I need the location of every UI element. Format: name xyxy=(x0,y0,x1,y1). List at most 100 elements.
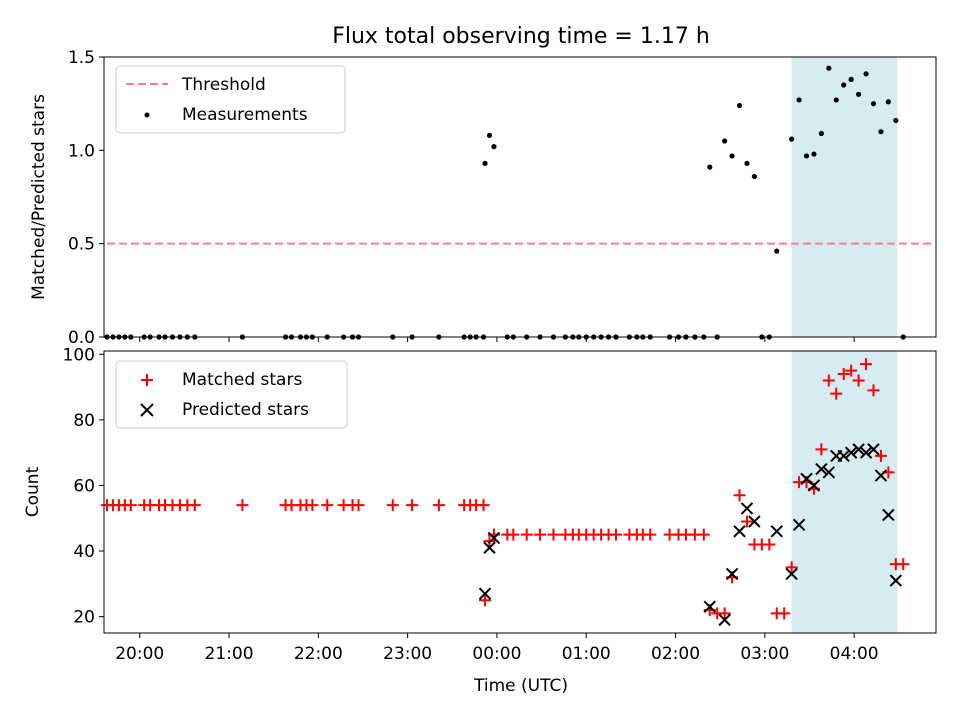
bottom-marks xyxy=(100,358,910,627)
predicted-star-point xyxy=(770,525,783,538)
measurement-point xyxy=(856,91,862,97)
predicted-star-point xyxy=(882,508,895,522)
y-tick-label: 1.5 xyxy=(68,48,95,68)
bottom-legend: Matched stars Predicted stars xyxy=(115,360,348,429)
matched-star-point xyxy=(236,499,249,512)
measurement-point xyxy=(486,132,493,138)
bottom-legend-box xyxy=(115,360,348,429)
x-tick-label: 01:00 xyxy=(562,644,611,664)
shaded-span xyxy=(791,351,898,633)
legend-matched-swatch xyxy=(141,374,153,386)
predicted-star-point xyxy=(852,443,865,456)
measurement-point xyxy=(789,136,795,142)
predicted-star-point xyxy=(725,567,739,581)
predicted-star-point xyxy=(740,502,754,515)
x-tick-label: 20:00 xyxy=(115,644,164,664)
bottom-y-axis-label: Count xyxy=(23,466,43,517)
predicted-star-point xyxy=(703,600,716,613)
predicted-star-point xyxy=(718,613,731,627)
matched-star-point xyxy=(763,538,776,551)
predicted-star-point xyxy=(844,446,858,459)
measurement-point xyxy=(722,138,728,144)
predicted-star-point xyxy=(874,469,888,482)
bottom-panel: 20 40 60 80 100 20:00 21:00 22:00 23:00 00:00 01:… xyxy=(23,345,937,696)
matched-star-point xyxy=(815,443,828,456)
matched-star-point xyxy=(822,374,835,387)
legend-threshold-label: Threshold xyxy=(181,75,266,95)
measurement-point xyxy=(482,160,488,166)
top-legend: Threshold Measurements xyxy=(115,65,346,134)
x-tick-label: 22:00 xyxy=(294,644,343,664)
matched-star-point xyxy=(386,499,399,512)
bottom-shaded-region xyxy=(791,351,898,633)
matched-star-point xyxy=(897,558,910,571)
measurement-point xyxy=(826,65,832,71)
matched-star-point xyxy=(837,367,850,380)
matched-star-point xyxy=(479,594,492,607)
matched-star-point xyxy=(860,358,873,371)
shaded-span xyxy=(791,57,898,337)
matched-star-point xyxy=(740,515,753,528)
predicted-star-point xyxy=(807,479,821,492)
matched-star-point xyxy=(477,499,490,512)
y-tick-label: 40 xyxy=(73,542,95,562)
matched-star-point xyxy=(644,528,657,541)
matched-star-point xyxy=(306,499,319,512)
matched-star-point xyxy=(406,499,419,512)
measurement-point xyxy=(774,248,780,254)
y-tick-label: 0.0 xyxy=(68,328,95,348)
x-tick-label: 21:00 xyxy=(205,644,254,664)
matched-star-point xyxy=(610,528,622,541)
measurement-point xyxy=(885,99,891,105)
y-tick-label: 60 xyxy=(73,476,95,496)
matched-star-point xyxy=(867,384,880,397)
predicted-star-point xyxy=(478,587,492,600)
measurement-point xyxy=(818,130,824,137)
matched-star-point xyxy=(352,499,365,512)
top-y-axis-label: Matched/Predicted stars xyxy=(29,94,49,300)
measurement-point xyxy=(841,82,847,88)
predicted-star-point xyxy=(837,449,850,463)
measurement-point xyxy=(736,102,743,109)
top-x-ticks xyxy=(139,337,855,342)
matched-star-point xyxy=(778,607,791,620)
y-tick-label: 1.0 xyxy=(68,141,95,161)
measurement-point xyxy=(744,160,750,166)
measurement-point xyxy=(811,151,817,157)
matched-star-point xyxy=(845,364,858,377)
y-tick-label: 80 xyxy=(73,411,95,431)
matched-star-point xyxy=(507,528,520,541)
predicted-star-point xyxy=(859,446,873,459)
predicted-star-point xyxy=(483,541,496,554)
top-axes-frame xyxy=(103,56,937,338)
matched-star-point xyxy=(697,528,710,541)
predicted-star-point xyxy=(792,518,806,531)
top-marks xyxy=(104,65,934,340)
predicted-star-point xyxy=(815,462,828,476)
top-shaded-region xyxy=(791,57,898,337)
chart-title: Flux total observing time = 1.17 h xyxy=(332,24,710,49)
matched-star-point xyxy=(432,499,445,512)
measurement-point xyxy=(870,101,877,107)
matched-star-point xyxy=(785,561,798,574)
matched-star-point xyxy=(321,499,334,512)
legend-predicted-swatch xyxy=(140,403,154,417)
predicted-star-point xyxy=(733,525,746,538)
matched-star-point xyxy=(124,499,137,512)
legend-matched-label: Matched stars xyxy=(182,370,302,390)
matched-star-point xyxy=(852,374,865,387)
predicted-star-point xyxy=(487,531,501,545)
predicted-star-point xyxy=(867,443,880,456)
matched-star-point xyxy=(830,387,843,400)
measurement-point xyxy=(863,71,869,77)
measurement-point xyxy=(803,153,810,159)
predicted-star-point xyxy=(889,574,903,587)
x-tick-label: 02:00 xyxy=(651,644,700,664)
matched-star-point xyxy=(733,489,746,502)
top-legend-box xyxy=(115,65,346,134)
measurement-point xyxy=(751,173,758,180)
y-tick-label: 100 xyxy=(63,345,95,365)
measurement-point xyxy=(878,129,884,135)
predicted-star-point xyxy=(822,466,836,479)
measurement-point xyxy=(893,117,899,124)
